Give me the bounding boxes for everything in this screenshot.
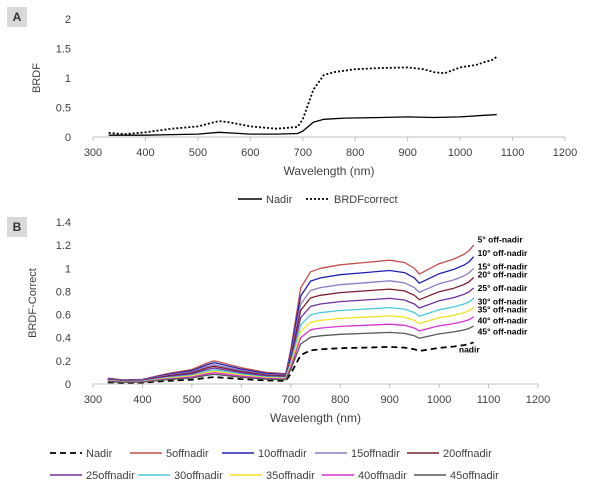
pa-x-tick-label: 500 [189, 147, 207, 159]
pb-x-tick-label: 1000 [427, 394, 451, 406]
pa-series-line-brdfcorrect [108, 56, 498, 136]
pb-annotation-label: 10° off-nadir [478, 248, 528, 258]
pa-y-tick-label: 1 [65, 73, 71, 85]
pb-annotation-label: 5° off-nadir [478, 234, 524, 244]
pb-y-tick-label: 1.4 [56, 217, 71, 229]
pb-annotation-label: 40° off-nadir [478, 315, 528, 325]
pb-legend-label: 35offnadir [266, 470, 315, 482]
pb-legend-label: 5offnadir [166, 448, 209, 460]
pa-y-tick-label: 1.5 [56, 44, 71, 56]
pb-series-line-15offnadir [107, 267, 475, 382]
pb-y-axis-title: BRDF-Correct [27, 268, 39, 338]
pb-series-line-20offnadir [107, 277, 475, 382]
pa-x-tick-label: 1000 [448, 147, 472, 159]
pb-legend-label: 25offnadir [86, 470, 135, 482]
pb-series-line-45offnadir [107, 325, 474, 383]
pb-y-tick-label: 1 [65, 263, 71, 275]
panel-label-b: B [7, 217, 27, 237]
pb-y-tick-label: 1.2 [56, 240, 71, 252]
pb-annotation-label: 30° off-nadir [478, 296, 528, 306]
pb-annotation-label: nadir [459, 344, 480, 354]
pb-y-tick-label: 0.2 [56, 356, 71, 368]
pb-x-tick-label: 400 [133, 394, 151, 406]
pa-x-tick-label: 300 [84, 147, 102, 159]
pb-legend-label: 30offnadir [174, 470, 223, 482]
pa-x-tick-label: 800 [346, 147, 364, 159]
pb-series-line-40offnadir [107, 316, 475, 383]
pb-y-tick-label: 0 [65, 379, 71, 391]
pb-legend-label: Nadir [86, 448, 113, 460]
pa-y-tick-label: 0 [65, 132, 71, 144]
pb-x-axis-title: Wavelength (nm) [270, 411, 361, 425]
pb-x-tick-label: 700 [282, 394, 300, 406]
pa-y-tick-label: 0.5 [56, 103, 71, 115]
pb-series-line-30offnadir [107, 297, 475, 383]
pa-x-tick-label: 1200 [553, 147, 577, 159]
pb-series-line-nadir [107, 341, 475, 384]
pb-legend-label: 10offnadir [258, 448, 307, 460]
pb-annotation-label: 45° off-nadir [478, 326, 528, 336]
pb-x-tick-label: 600 [232, 394, 250, 406]
pb-legend-label: 45offnadir [450, 470, 499, 482]
pb-x-tick-label: 300 [84, 394, 102, 406]
pb-series-line-10offnadir [107, 256, 475, 381]
pb-legend-label: 20offnadir [443, 448, 492, 460]
pb-annotation-label: 15° off-nadir [478, 262, 528, 272]
pa-x-tick-label: 400 [136, 147, 154, 159]
pb-x-tick-label: 800 [331, 394, 349, 406]
pa-x-tick-label: 600 [241, 147, 259, 159]
pb-annotation-label: 25° off-nadir [478, 283, 528, 293]
pa-x-tick-label: 700 [294, 147, 312, 159]
pa-y-tick-label: 2 [65, 14, 71, 26]
pa-x-axis-title: Wavelength (nm) [284, 164, 375, 178]
pb-annotation-label: 35° off-nadir [478, 304, 528, 314]
pb-x-tick-label: 1200 [526, 394, 550, 406]
pa-series-line-nadir [108, 113, 497, 136]
pa-y-axis-title: BRDF [31, 63, 43, 93]
pb-x-tick-label: 1100 [477, 394, 501, 406]
pa-legend-label: Nadir [266, 194, 293, 206]
pa-x-tick-label: 1100 [501, 147, 525, 159]
pb-legend-label: 15offnadir [351, 448, 400, 460]
pb-x-tick-label: 900 [380, 394, 398, 406]
pb-y-tick-label: 0.6 [56, 310, 71, 322]
pb-series-line-35offnadir [107, 307, 475, 383]
pb-y-tick-label: 0.4 [56, 333, 71, 345]
pa-legend-label: BRDFcorrect [334, 194, 398, 206]
pb-annotation-label: 20° off-nadir [478, 270, 528, 280]
pb-series-line-25offnadir [107, 287, 475, 382]
pb-series-line-5offnadir [107, 244, 475, 381]
pb-y-tick-label: 0.8 [56, 286, 71, 298]
panel-label-a: A [7, 7, 27, 27]
pb-x-tick-label: 500 [183, 394, 201, 406]
pb-legend-label: 40offnadir [358, 470, 407, 482]
pa-x-tick-label: 900 [398, 147, 416, 159]
